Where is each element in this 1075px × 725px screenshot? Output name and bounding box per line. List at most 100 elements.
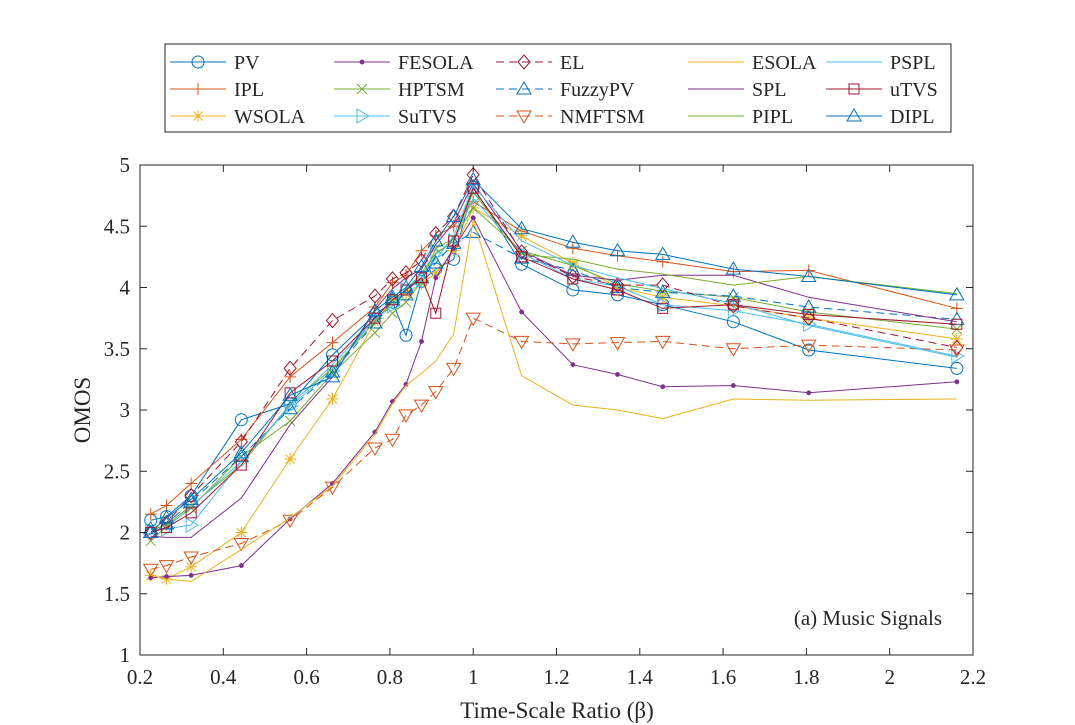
y-tick-label: 4.5 (104, 214, 130, 238)
data-point (144, 524, 158, 541)
data-point (800, 299, 817, 313)
legend-label: HPTSM (398, 79, 465, 101)
data-point (566, 242, 579, 255)
legend: PV IPL WSOLA FESOLA HPTSM SuTVS EL FuzzyPV NMFTS… (164, 43, 952, 133)
series-line-wsola (150, 207, 957, 580)
data-point (183, 491, 200, 505)
plot-area (139, 164, 974, 656)
series-line-esola (150, 219, 957, 583)
data-point (433, 275, 439, 281)
series-line-pv (150, 185, 957, 521)
data-point (513, 250, 530, 264)
data-point (513, 220, 530, 235)
data-point (164, 574, 169, 580)
legend-box (164, 43, 952, 133)
legend-label: EL (560, 52, 584, 74)
legend-item: IPL (170, 79, 264, 101)
data-point (430, 307, 442, 319)
data-point (727, 302, 742, 319)
data-point (185, 477, 198, 490)
data-point (564, 234, 581, 248)
series-utvs (145, 182, 963, 538)
series-dipl (142, 171, 965, 538)
data-point (413, 399, 430, 414)
data-point (726, 298, 741, 314)
data-point (730, 383, 736, 388)
legend-item: SPL (688, 79, 786, 101)
data-point (413, 258, 430, 273)
data-point (284, 415, 296, 427)
data-point (184, 487, 198, 504)
legend-label: NMFTSM (560, 106, 645, 128)
data-point (800, 339, 817, 354)
legend-label: WSOLA (234, 106, 306, 128)
data-point (233, 444, 250, 459)
series-pv (144, 180, 964, 527)
series-line-utvs (150, 187, 957, 533)
data-point (954, 379, 960, 385)
data-point (948, 286, 965, 301)
series-pspl (150, 184, 957, 533)
data-point (142, 563, 159, 578)
data-point (384, 289, 401, 303)
data-point (183, 551, 200, 565)
data-point (283, 360, 297, 377)
series-line-spl (150, 182, 957, 538)
data-point (234, 413, 248, 427)
x-tick-label: 1.2 (543, 665, 569, 689)
legend-marker (516, 110, 532, 124)
chart-annotation: (a) Music Signals (794, 606, 942, 630)
data-point (235, 459, 247, 471)
series-line-fesola (150, 216, 957, 579)
legend-label: SPL (752, 79, 786, 101)
data-point (427, 232, 444, 247)
data-point (725, 343, 742, 357)
x-tick-label: 1.4 (627, 665, 654, 689)
data-point (185, 517, 200, 534)
series-line-hptsm (150, 207, 957, 542)
data-point (654, 246, 671, 260)
data-point (282, 387, 298, 401)
legend-marker (517, 54, 531, 70)
data-point (806, 390, 812, 396)
legend-item: PV (170, 52, 260, 74)
y-tick-label: 1.5 (104, 582, 130, 606)
data-point (367, 442, 383, 456)
data-point (570, 362, 576, 368)
data-point (429, 266, 442, 279)
y-tick-label: 1 (120, 643, 131, 667)
series-pipl (150, 190, 957, 531)
data-point (158, 560, 175, 574)
legend-item: DIPL (826, 106, 934, 128)
data-point (513, 335, 530, 350)
legend-item: ESOLA (688, 52, 817, 74)
data-point (609, 337, 626, 351)
data-point (564, 338, 581, 352)
x-tick-label: 2 (884, 665, 895, 689)
x-axis-ticks: 0.2 0.4 0.6 0.8 1 1.2 1.4 1.6 1.8 2 2.2 (127, 165, 986, 689)
series-wsola (144, 201, 963, 586)
data-point (654, 284, 671, 298)
legend-label: PIPL (752, 106, 793, 128)
data-point (326, 336, 339, 349)
series-line-pspl (150, 184, 957, 533)
data-point (284, 370, 297, 383)
data-point (185, 507, 197, 519)
data-point (326, 392, 339, 405)
legend-item: NMFTSM (496, 106, 645, 128)
data-point (327, 355, 339, 367)
data-point (324, 368, 341, 383)
x-axis-label: Time-Scale Ratio (β) (460, 698, 654, 723)
x-tick-label: 1.6 (710, 665, 736, 689)
series-line-ipl (150, 201, 957, 515)
legend-marker (191, 55, 205, 69)
y-axis-ticks: 1 1.5 2 2.5 3 3.5 4 4.5 5 (104, 153, 973, 667)
data-point (284, 453, 297, 465)
data-point (159, 514, 174, 531)
y-tick-label: 4 (120, 276, 131, 300)
axes-box (139, 164, 974, 656)
legend-label: DIPL (890, 106, 934, 128)
data-point (160, 499, 173, 512)
data-point (950, 332, 963, 345)
